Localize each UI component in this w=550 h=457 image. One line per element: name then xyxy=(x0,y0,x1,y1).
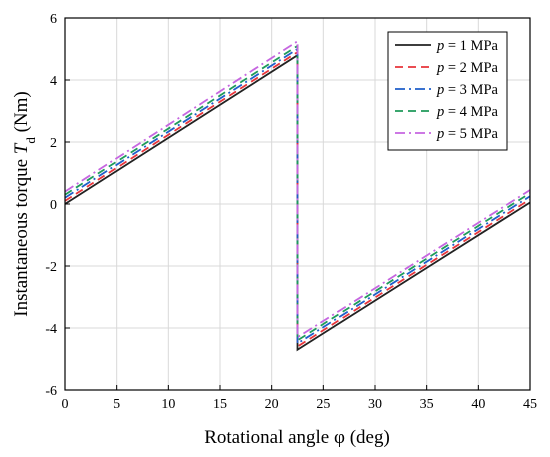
x-tick-label: 5 xyxy=(113,397,120,412)
y-axis-title: Instantaneous torque Td (Nm) xyxy=(11,91,38,317)
legend-label-4: p = 4 MPa xyxy=(436,104,499,120)
legend: p = 1 MPa p = 2 MPa p = 3 MPa p = 4 MPa p = … xyxy=(387,31,508,151)
x-tick-labels: 0 5 10 15 20 25 30 35 40 45 xyxy=(62,397,538,412)
ticks xyxy=(64,17,531,391)
x-tick-label: 40 xyxy=(471,397,485,412)
y-tick-label: 0 xyxy=(50,198,57,213)
legend-label-2: p = 2 MPa xyxy=(436,60,499,76)
x-tick-label: 10 xyxy=(161,397,175,412)
legend-label-3: p = 3 MPa xyxy=(436,82,499,98)
x-tick-label: 45 xyxy=(523,397,537,412)
legend-label-1: p = 1 MPa xyxy=(436,38,499,54)
x-tick-label: 35 xyxy=(420,397,434,412)
x-tick-label: 15 xyxy=(213,397,227,412)
series-line-5 xyxy=(64,39,531,339)
y-tick-label: 2 xyxy=(50,136,57,151)
y-tick-label: 4 xyxy=(50,74,57,89)
y-tick-label: -6 xyxy=(45,384,57,399)
y-tick-label: -4 xyxy=(45,322,57,337)
y-tick-label: -2 xyxy=(45,260,57,275)
series-lines xyxy=(64,39,531,352)
x-tick-label: 20 xyxy=(265,397,279,412)
x-tick-label: 0 xyxy=(62,397,69,412)
legend-box xyxy=(387,31,508,151)
y-tick-labels: -6 -4 -2 0 2 4 6 xyxy=(45,12,57,399)
x-tick-label: 30 xyxy=(368,397,382,412)
y-tick-label: 6 xyxy=(50,12,57,27)
x-axis-title: Rotational angle φ (deg) xyxy=(204,427,390,448)
series-line-3 xyxy=(64,47,531,346)
legend-label-5: p = 5 MPa xyxy=(436,126,499,142)
x-tick-label: 25 xyxy=(316,397,330,412)
